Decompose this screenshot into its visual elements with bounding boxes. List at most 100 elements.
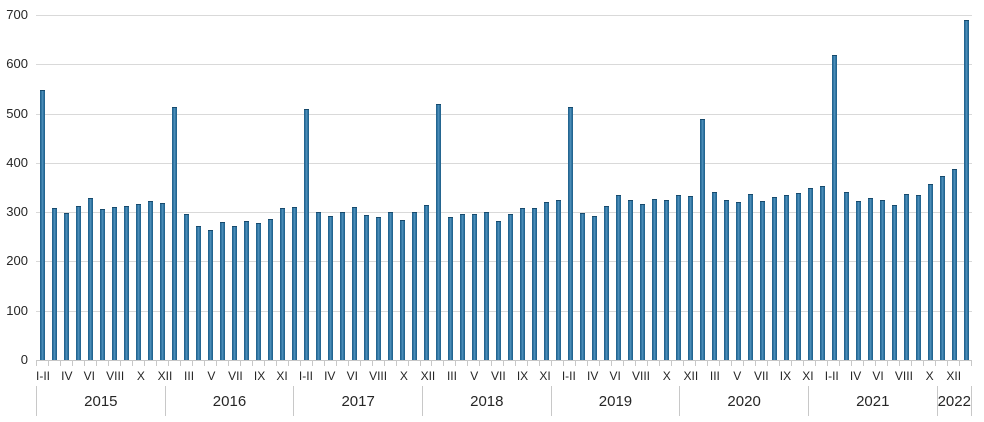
bar-2016-IX	[255, 222, 261, 360]
month-label-cell	[335, 366, 346, 386]
bar-slot	[744, 15, 756, 360]
bar-slot	[480, 15, 492, 360]
month-label-cell	[146, 366, 157, 386]
month-label-cell: VI	[872, 366, 883, 386]
month-label-cell: VI	[347, 366, 358, 386]
bar-2016-VII	[231, 225, 237, 360]
x-tick	[191, 360, 204, 366]
bar-slot	[72, 15, 84, 360]
month-label-cell	[814, 366, 825, 386]
month-label: VIII	[106, 369, 125, 383]
bar-2018-VIII	[507, 213, 513, 360]
bar-2020-VI	[747, 193, 753, 360]
month-label: IX	[779, 369, 792, 383]
month-label-cell	[598, 366, 609, 386]
bar-2020-VII	[759, 201, 765, 360]
x-tick	[407, 360, 420, 366]
month-label: VIII	[369, 369, 388, 383]
month-label-cell	[935, 366, 946, 386]
x-tick	[371, 360, 384, 366]
x-tick	[587, 360, 599, 366]
month-label: VIII	[894, 369, 913, 383]
bar-slot	[804, 15, 816, 360]
month-label: IV	[849, 369, 862, 383]
x-tick	[779, 360, 791, 366]
bar-2020-XII	[819, 185, 825, 360]
bar-2018-III	[447, 216, 453, 360]
x-tick	[227, 360, 240, 366]
x-tick	[143, 360, 156, 366]
month-label-cell: IX	[517, 366, 528, 386]
month-label-cell: I-II	[299, 366, 313, 386]
month-label-cell	[313, 366, 324, 386]
bar-2018-IX	[519, 208, 525, 360]
bar-2015-IX	[123, 205, 129, 360]
x-tick	[251, 360, 264, 366]
x-tick	[958, 360, 972, 366]
bar-slot	[408, 15, 420, 360]
year-cell-2016: 2016	[164, 386, 294, 416]
month-label-cell: III	[446, 366, 457, 386]
x-tick	[419, 360, 432, 366]
bar-2015-V	[75, 206, 81, 360]
month-label: XI	[276, 369, 288, 383]
y-tick-label: 300	[6, 204, 28, 220]
bar-2019-IX	[651, 198, 657, 360]
y-tick-label: 100	[6, 302, 28, 318]
month-label-cell: XII	[158, 366, 173, 386]
month-label-cell: X	[661, 366, 672, 386]
month-label-cell: III	[183, 366, 194, 386]
x-tick	[287, 360, 300, 366]
bar-2015-I-II	[39, 89, 45, 360]
year-label: 2017	[341, 392, 375, 410]
month-label: X	[136, 369, 145, 383]
bar-2021-VII	[891, 204, 897, 360]
month-label-cell: XII	[946, 366, 961, 386]
month-label: IV	[61, 369, 73, 383]
month-label-cell	[73, 366, 84, 386]
month-label-cell	[95, 366, 106, 386]
bar-2019-IV	[591, 215, 597, 360]
bar-2020-VIII	[771, 197, 777, 360]
year-cell-2022: 2022	[936, 386, 972, 416]
month-label-cell: X	[398, 366, 409, 386]
x-axis-ticks	[36, 360, 972, 366]
x-tick	[814, 360, 827, 366]
bar-slot	[312, 15, 324, 360]
bar-slot	[576, 15, 588, 360]
year-cell-2020: 2020	[679, 386, 808, 416]
year-cell-2021: 2021	[807, 386, 937, 416]
bar-2021-X	[927, 183, 933, 360]
bar-2015-VI	[87, 197, 93, 360]
month-label-cell: V	[206, 366, 217, 386]
month-label: III	[446, 369, 457, 383]
x-tick	[347, 360, 360, 366]
month-label-cell: IV	[587, 366, 598, 386]
month-label-cell: VII	[491, 366, 506, 386]
month-label: III	[184, 369, 195, 383]
month-label-cell: VIII	[106, 366, 124, 386]
month-label: IX	[516, 369, 529, 383]
x-tick	[275, 360, 288, 366]
month-label-cell: XII	[683, 366, 698, 386]
x-tick	[922, 360, 935, 366]
bar-slot	[492, 15, 504, 360]
month-label: I-II	[36, 369, 50, 383]
y-tick-label: 700	[6, 7, 28, 22]
month-label-cell: III	[709, 366, 720, 386]
month-label-cell	[435, 366, 446, 386]
x-tick	[934, 360, 947, 366]
month-label-cell	[743, 366, 754, 386]
month-label: V	[470, 369, 479, 383]
bar-slot	[228, 15, 240, 360]
x-tick	[155, 360, 168, 366]
month-label-cell: IV	[324, 366, 335, 386]
bar-2017-III	[315, 211, 321, 360]
x-tick	[803, 360, 815, 366]
month-label-cell: I-II	[825, 366, 839, 386]
bar-slot	[252, 15, 264, 360]
bar-slot	[396, 15, 408, 360]
bar-2015-VIII	[111, 207, 117, 360]
bar-slot	[636, 15, 648, 360]
x-tick	[503, 360, 515, 366]
